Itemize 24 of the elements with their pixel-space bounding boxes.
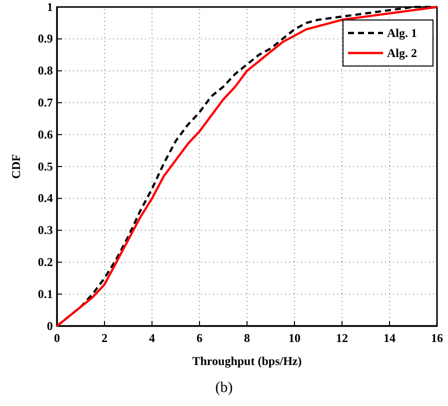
- x-tick-label: 4: [149, 331, 155, 346]
- x-axis-title: Throughput (bps/Hz): [192, 354, 302, 368]
- x-tick-label: 12: [336, 331, 348, 346]
- y-tick-label: 1: [46, 0, 53, 14]
- y-tick-label: 0.1: [38, 286, 53, 301]
- x-tick-label: 8: [244, 331, 250, 346]
- y-tick-label: 0.7: [38, 96, 53, 110]
- y-tick-label: 0.3: [38, 223, 53, 238]
- y-tick-label: 0.6: [38, 127, 53, 142]
- y-tick-label: 0: [46, 318, 53, 333]
- y-tick-label: 0.9: [38, 32, 53, 46]
- y-tick-label: 0.8: [38, 64, 53, 78]
- x-tick-label: 10: [288, 331, 300, 346]
- x-tick-label: 16: [431, 331, 443, 346]
- y-axis-title: CDF: [9, 154, 23, 179]
- legend-label: Alg. 1: [387, 26, 417, 40]
- x-tick-label: 6: [196, 331, 202, 346]
- y-tick-label: 0.2: [38, 255, 53, 270]
- y-tick-label: 0.4: [38, 191, 53, 206]
- legend-label: Alg. 2: [387, 46, 417, 60]
- y-tick-label: 0.5: [38, 159, 53, 174]
- text: (b): [215, 380, 233, 396]
- x-tick-label: 14: [384, 331, 396, 346]
- x-tick-label: 2: [102, 331, 108, 346]
